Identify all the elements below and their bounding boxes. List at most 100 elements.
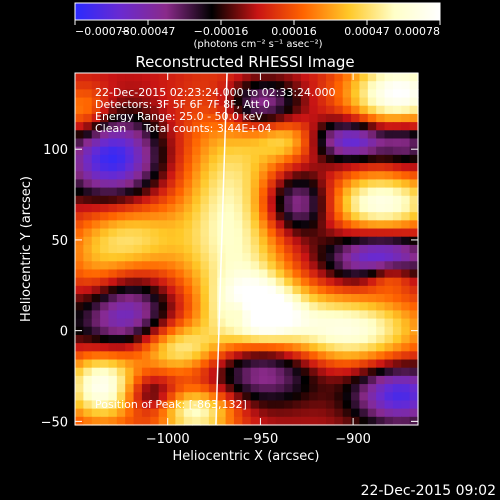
- heatmap-cell: [409, 318, 419, 328]
- timestamp-footer: 22-Dec-2015 09:02: [361, 483, 496, 499]
- heatmap-cell: [384, 154, 394, 164]
- heatmap-cell: [91, 187, 101, 197]
- heatmap-cell: [300, 171, 310, 181]
- heatmap-cell: [250, 367, 260, 377]
- heatmap-cell: [233, 228, 243, 238]
- heatmap-cell: [342, 113, 352, 123]
- heatmap-cell: [75, 318, 84, 328]
- heatmap-cell: [158, 146, 168, 156]
- heatmap-cell: [217, 343, 227, 352]
- heatmap-cell: [359, 212, 369, 221]
- heatmap-cell: [75, 130, 84, 140]
- heatmap-cell: [217, 310, 227, 320]
- heatmap-cell: [100, 154, 110, 164]
- heatmap-cell: [292, 343, 302, 352]
- heatmap-cell: [259, 261, 269, 271]
- heatmap-cell: [158, 154, 168, 164]
- heatmap-cell: [108, 113, 118, 123]
- heatmap-cell: [351, 220, 361, 230]
- heatmap-cell: [91, 138, 101, 148]
- heatmap-cell: [309, 302, 319, 311]
- heatmap-cell: [242, 253, 252, 262]
- heatmap-cell: [141, 236, 151, 246]
- heatmap-cell: [300, 277, 310, 287]
- heatmap-cell: [242, 154, 252, 164]
- heatmap-cell: [325, 343, 335, 352]
- heatmap-cell: [192, 285, 202, 295]
- heatmap-cell: [167, 105, 176, 115]
- heatmap-cell: [275, 253, 285, 262]
- heatmap-cell: [376, 244, 386, 254]
- heatmap-cell: [183, 400, 193, 410]
- heatmap-cell: [292, 220, 302, 230]
- heatmap-cell: [91, 302, 101, 311]
- heatmap-cell: [116, 146, 126, 156]
- heatmap-cell: [409, 384, 419, 393]
- heatmap-cell: [91, 105, 101, 115]
- heatmap-cell: [100, 138, 110, 148]
- heatmap-cell: [267, 171, 277, 181]
- heatmap-cell: [192, 244, 202, 254]
- heatmap-cell: [225, 195, 235, 205]
- heatmap-cell: [317, 253, 327, 262]
- heatmap-cell: [208, 285, 218, 295]
- heatmap-cell: [284, 187, 294, 197]
- heatmap-cell: [83, 154, 93, 164]
- heatmap-cell: [192, 302, 202, 311]
- heatmap-cell: [409, 89, 419, 99]
- heatmap-cell: [175, 154, 185, 164]
- heatmap-cell: [167, 343, 176, 352]
- heatmap-cell: [91, 236, 101, 246]
- heatmap-cell: [158, 97, 168, 107]
- heatmap-cell: [167, 269, 176, 279]
- heatmap-cell: [158, 138, 168, 148]
- heatmap-cell: [225, 277, 235, 287]
- heatmap-cell: [401, 384, 411, 393]
- heatmap-cell: [300, 294, 310, 303]
- heatmap-cell: [284, 236, 294, 246]
- heatmap-cell: [83, 359, 93, 369]
- heatmap-cell: [384, 195, 394, 205]
- heatmap-cell: [150, 73, 160, 82]
- heatmap-cell: [259, 384, 269, 393]
- heatmap-cell: [325, 220, 335, 230]
- heatmap-cell: [367, 343, 377, 352]
- heatmap-cell: [367, 163, 377, 172]
- heatmap-cell: [325, 351, 335, 361]
- heatmap-cell: [367, 334, 377, 344]
- heatmap-cell: [242, 163, 252, 172]
- heatmap-cell: [175, 343, 185, 352]
- heatmap-cell: [325, 163, 335, 172]
- heatmap-cell: [309, 203, 319, 213]
- heatmap-cell: [108, 171, 118, 181]
- heatmap-cell: [133, 294, 143, 303]
- colorbar-tick-label: 0.00047: [344, 25, 390, 38]
- heatmap-cell: [317, 154, 327, 164]
- heatmap-cell: [141, 244, 151, 254]
- heatmap-cell: [384, 294, 394, 303]
- heatmap-cell: [334, 334, 344, 344]
- heatmap-cell: [233, 212, 243, 221]
- heatmap-cell: [183, 285, 193, 295]
- heatmap-cell: [125, 351, 135, 361]
- heatmap-cell: [75, 285, 84, 295]
- heatmap-cell: [175, 384, 185, 393]
- heatmap-cell: [83, 195, 93, 205]
- heatmap-cell: [91, 392, 101, 402]
- heatmap-cell: [208, 343, 218, 352]
- heatmap-cell: [150, 277, 160, 287]
- heatmap-cell: [317, 302, 327, 311]
- heatmap-cell: [141, 400, 151, 410]
- heatmap-cell: [384, 343, 394, 352]
- heatmap-cell: [200, 146, 210, 156]
- heatmap-cell: [275, 163, 285, 172]
- heatmap-cell: [75, 179, 84, 189]
- heatmap-cell: [392, 130, 402, 140]
- heatmap-cell: [242, 73, 252, 82]
- heatmap-cell: [325, 130, 335, 140]
- heatmap-cell: [300, 97, 310, 107]
- heatmap-cell: [250, 253, 260, 262]
- heatmap-cell: [309, 367, 319, 377]
- heatmap-cell: [275, 359, 285, 369]
- heatmap-cell: [384, 179, 394, 189]
